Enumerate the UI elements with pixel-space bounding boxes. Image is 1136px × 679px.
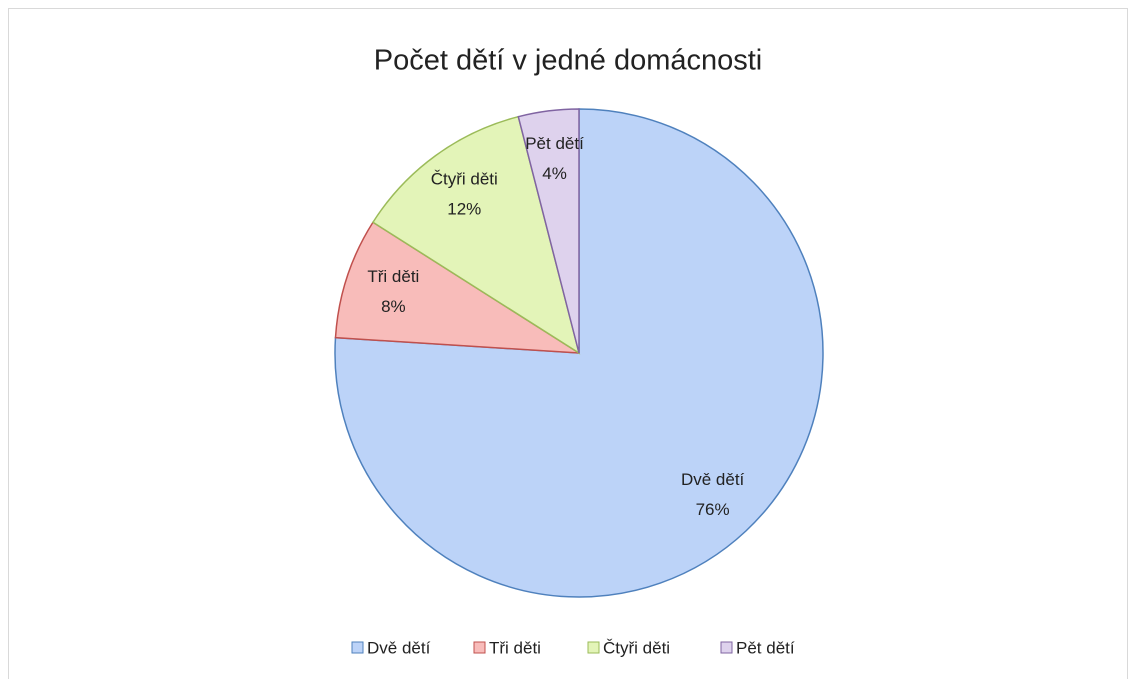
slice-value: 76% (696, 500, 730, 519)
slice-label: Dvě dětí (681, 470, 745, 489)
pie-slice (334, 108, 824, 598)
chart-title: Počet dětí v jedné domácnosti (374, 45, 763, 77)
slice-value: 4% (542, 164, 567, 183)
pie-slice (334, 221, 580, 354)
slice-value: 8% (381, 297, 406, 316)
slice-label: Čtyři děti (431, 170, 498, 189)
legend-label: Čtyři děti (603, 638, 670, 657)
legend-label: Dvě dětí (367, 638, 431, 657)
legend-swatch (473, 641, 486, 654)
legend-label: Tři děti (489, 638, 541, 657)
pie-slice (371, 115, 581, 355)
legend-swatch (351, 641, 364, 654)
legend-label: Pět dětí (736, 638, 795, 657)
legend-swatch (587, 641, 600, 654)
legend-swatch (720, 641, 733, 654)
pie-slice (517, 108, 580, 354)
slice-value: 12% (447, 200, 481, 219)
slice-label: Tři děti (367, 267, 419, 286)
slice-label: Pět dětí (525, 134, 584, 153)
